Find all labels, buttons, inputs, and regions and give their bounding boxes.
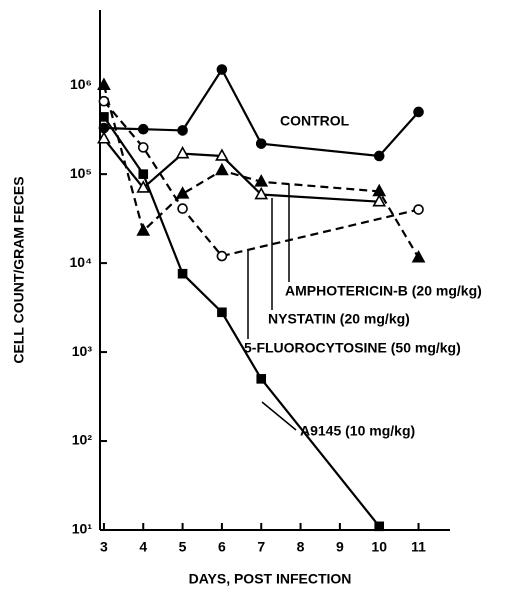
- marker: [175, 145, 190, 159]
- x-tick-label: 10: [371, 539, 387, 555]
- marker: [136, 180, 151, 193]
- marker: [374, 521, 385, 532]
- marker: [97, 77, 111, 90]
- series-label: A9145 (10 mg/kg): [300, 423, 415, 439]
- marker: [216, 64, 228, 75]
- x-tick-label: 11: [411, 539, 426, 555]
- marker: [99, 112, 109, 122]
- marker: [413, 106, 424, 118]
- x-tick-label: 7: [257, 539, 265, 555]
- series-line: [103, 116, 381, 528]
- marker: [254, 186, 269, 200]
- series-label: 5-FLUOROCYTOSINE (50 mg/kg): [244, 340, 461, 356]
- marker: [217, 307, 227, 318]
- marker: [411, 250, 426, 263]
- marker: [97, 131, 111, 144]
- series-label: CONTROL: [280, 113, 350, 129]
- marker: [413, 204, 424, 215]
- marker: [254, 174, 269, 187]
- marker: [175, 186, 190, 199]
- series-label: AMPHOTERICIN-B (20 mg/kg): [285, 283, 482, 299]
- x-tick-label: 4: [139, 539, 147, 555]
- x-tick-label: 5: [179, 539, 187, 555]
- y-tick-label: 10²: [72, 432, 93, 448]
- y-tick-label: 10³: [72, 343, 93, 359]
- marker: [177, 268, 188, 279]
- marker: [177, 125, 188, 136]
- x-tick-label: 6: [218, 539, 226, 555]
- x-axis-label: DAYS, POST INFECTION: [189, 571, 352, 587]
- y-tick-label: 10⁴: [70, 254, 93, 270]
- marker: [137, 142, 149, 153]
- marker: [137, 123, 149, 135]
- marker: [216, 250, 228, 262]
- series-label: NYSTATIN (20 mg/kg): [268, 311, 410, 327]
- marker: [215, 148, 229, 161]
- y-tick-label: 10¹: [72, 521, 93, 537]
- marker: [215, 162, 229, 176]
- marker: [256, 374, 267, 384]
- y-tick-label: 10⁶: [70, 76, 92, 92]
- x-tick-label: 8: [297, 539, 305, 555]
- leader-line: [261, 401, 297, 431]
- marker: [373, 150, 385, 162]
- x-tick-label: 9: [336, 539, 344, 555]
- marker: [255, 138, 267, 149]
- marker: [372, 194, 387, 207]
- marker: [136, 223, 151, 236]
- y-axis-label: CELL COUNT/GRAM FECES: [11, 176, 27, 363]
- y-tick-label: 10⁵: [70, 165, 92, 181]
- series-line: [103, 138, 380, 203]
- marker: [177, 203, 188, 214]
- marker: [98, 95, 110, 107]
- x-tick-label: 3: [100, 539, 108, 555]
- marker: [138, 169, 149, 179]
- series-line: [102, 84, 420, 259]
